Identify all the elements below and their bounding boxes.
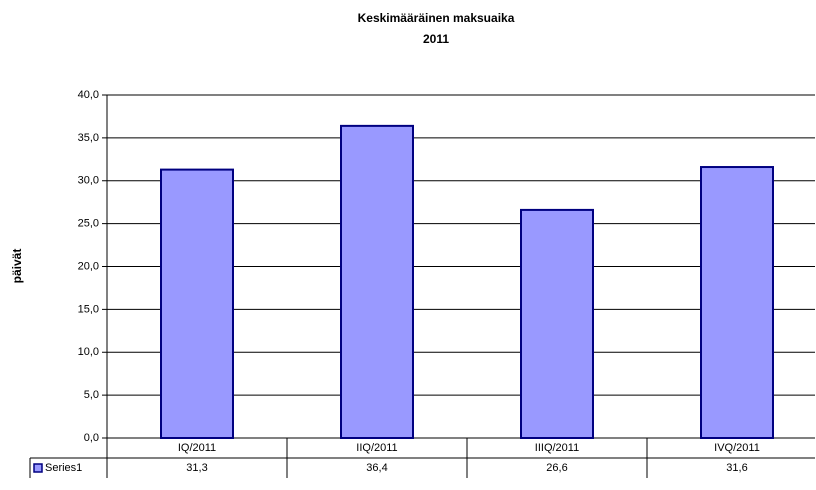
table-value: 36,4 bbox=[366, 462, 387, 474]
y-tick-label: 5,0 bbox=[84, 389, 99, 401]
x-tick-label: IVQ/2011 bbox=[714, 442, 760, 454]
y-tick-label: 15,0 bbox=[78, 303, 99, 315]
bar bbox=[340, 124, 414, 440]
y-tick-label: 35,0 bbox=[78, 132, 99, 144]
y-tick-label: 0,0 bbox=[84, 432, 99, 444]
bar bbox=[700, 166, 774, 439]
y-axis-label: päivät bbox=[10, 249, 24, 284]
x-tick-label: IIQ/2011 bbox=[356, 442, 397, 454]
table-value: 31,6 bbox=[726, 462, 747, 474]
table-value: 26,6 bbox=[546, 462, 567, 474]
y-tick-label: 10,0 bbox=[78, 346, 99, 358]
chart-title: Keskimääräinen maksuaika bbox=[358, 11, 515, 25]
y-tick-label: 20,0 bbox=[78, 260, 99, 272]
x-tick-label: IQ/2011 bbox=[178, 442, 216, 454]
legend-label: Series1 bbox=[45, 462, 82, 474]
x-tick-label: IIIQ/2011 bbox=[535, 442, 579, 454]
chart-subtitle: 2011 bbox=[423, 32, 449, 46]
legend-key bbox=[33, 463, 43, 473]
bar bbox=[160, 168, 234, 439]
y-tick-label: 30,0 bbox=[78, 175, 99, 187]
y-tick-label: 25,0 bbox=[78, 218, 99, 230]
y-tick-label: 40,0 bbox=[78, 89, 99, 101]
bar bbox=[520, 208, 594, 439]
table-value: 31,3 bbox=[186, 462, 207, 474]
